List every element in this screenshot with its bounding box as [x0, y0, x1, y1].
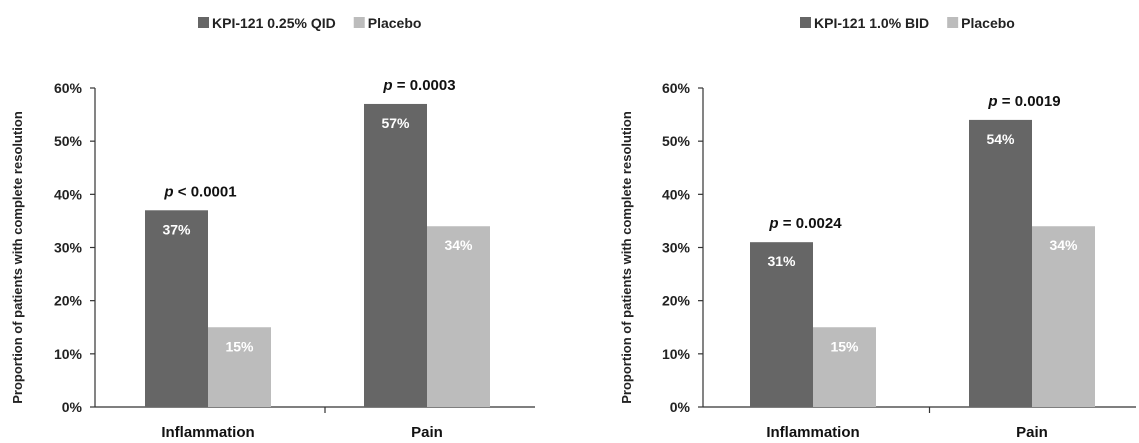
y-tick-label: 10%	[54, 346, 83, 362]
y-tick-label: 10%	[662, 346, 691, 362]
p-value-annotation: p < 0.0001	[163, 183, 236, 200]
bar-value-label: 15%	[225, 338, 254, 354]
bar-value-label: 54%	[986, 131, 1015, 147]
bar-pain-series-0	[969, 119, 1032, 408]
y-tick-label: 50%	[54, 133, 83, 149]
bar-inflammation-series-0	[145, 210, 208, 407]
legend-label-0: KPI-121 0.25% QID	[212, 15, 336, 31]
y-tick-label: 30%	[662, 240, 691, 256]
p-value-annotation: p = 0.0003	[382, 77, 455, 94]
bar-value-label: 34%	[1049, 237, 1078, 253]
bar-pain-series-0	[364, 103, 427, 407]
legend-label-1: Placebo	[368, 15, 422, 31]
bar-value-label: 37%	[162, 221, 191, 237]
chart-left: KPI-121 0.25% QID Placebo Proportion of pa…	[10, 15, 535, 441]
y-tick-label: 60%	[662, 80, 691, 96]
p-value-annotation: p = 0.0019	[987, 93, 1060, 110]
chart-right: KPI-121 1.0% BID Placebo Proportion of pat…	[619, 15, 1136, 441]
legend-swatch-1	[353, 17, 365, 28]
y-tick-label: 40%	[662, 186, 691, 202]
legend-swatch-0	[198, 17, 209, 28]
legend-label-0: KPI-121 1.0% BID	[814, 15, 929, 31]
legend-swatch-1	[947, 17, 959, 28]
bar-value-label: 34%	[444, 237, 473, 253]
category-label: Pain	[411, 424, 443, 441]
y-tick-label: 40%	[54, 186, 83, 202]
y-tick-label: 0%	[62, 399, 83, 415]
legend-swatch-0	[800, 17, 811, 28]
bar-pain-series-1	[1032, 226, 1095, 407]
y-tick-label: 50%	[662, 133, 691, 149]
bar-value-label: 15%	[830, 338, 859, 354]
category-label: Inflammation	[161, 424, 254, 441]
bar-inflammation-series-0	[750, 242, 813, 407]
bar-pain-series-1	[427, 226, 490, 407]
bar-value-label: 31%	[767, 253, 796, 269]
bar-value-label: 57%	[381, 115, 410, 131]
y-tick-label: 0%	[670, 399, 691, 415]
category-label: Inflammation	[766, 424, 859, 441]
y-tick-label: 20%	[662, 293, 691, 309]
y-axis-label: Proportion of patients with complete res…	[619, 111, 634, 404]
p-value-annotation: p = 0.0024	[768, 215, 842, 232]
bar-inflammation-series-1	[813, 327, 876, 407]
y-tick-label: 60%	[54, 80, 83, 96]
bar-inflammation-series-1	[208, 327, 271, 407]
category-label: Pain	[1016, 424, 1048, 441]
legend-label-1: Placebo	[961, 15, 1015, 31]
y-tick-label: 30%	[54, 240, 83, 256]
y-tick-label: 20%	[54, 293, 83, 309]
y-axis-label: Proportion of patients with complete res…	[10, 111, 25, 404]
